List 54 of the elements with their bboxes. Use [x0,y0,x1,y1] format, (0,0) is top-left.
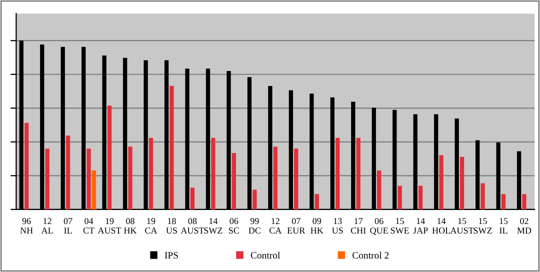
legend-label: Control [250,252,280,259]
bar [252,190,257,210]
bar [439,155,444,210]
x-tick-label: 09 HK [310,218,324,234]
x-tick-label: 96 NH [20,218,33,234]
x-tick-label: 06 SC [229,218,239,234]
bar [232,153,236,210]
bar [398,186,402,210]
bar [418,186,423,210]
bar [24,122,29,210]
x-tick-label: 02 MD [517,218,532,234]
x-tick-label: 14 JAP [413,218,428,234]
bar [294,148,298,210]
x-tick-label: 15 AUST [450,218,474,234]
x-tick-label: 15 SWZ [474,218,492,234]
bar [377,170,382,210]
bar [273,146,278,210]
bar [501,194,506,210]
bar [170,86,174,210]
x-tick-label: 08 AUST [180,218,204,234]
bar [336,138,340,210]
bar [66,136,70,210]
x-tick-label: 08 HK [124,218,137,234]
x-tick-label: 04 CT [83,218,94,234]
bar [356,138,360,210]
x-tick-label: 12 AL [41,218,53,234]
x-tick-label: 19 CA [145,218,158,234]
x-tick-label: 07 EUR [287,218,306,234]
x-tick-label: 17 CHI [350,218,366,234]
x-tick-label: 15 IL [500,218,508,234]
legend-label: Control 2 [352,252,389,259]
x-tick-label: 18 US [166,218,177,234]
legend-label: IPS [164,252,178,259]
x-tick-label: 07 IL [64,218,72,234]
x-tick-label: 06 QUE [370,218,388,235]
x-tick-label: 99 DC [248,218,260,234]
x-tick-label: 13 US [332,218,343,234]
bar [460,156,464,210]
bar [92,170,96,210]
x-tick-label: 19 AUST [98,218,122,234]
bar [211,138,216,210]
bar [107,106,112,210]
bar [314,194,319,210]
x-tick-label: 15 SWE [390,218,409,234]
bar [128,146,132,210]
bar [86,148,91,210]
x-tick-label: 12 CA [270,218,282,234]
bar [480,183,485,210]
x-tick-label: 14 HOL [432,218,450,234]
bar [190,188,195,210]
x-tick-label: 14 SWZ [204,218,222,234]
bar [45,148,50,210]
bar [522,194,526,210]
bar [148,138,154,210]
